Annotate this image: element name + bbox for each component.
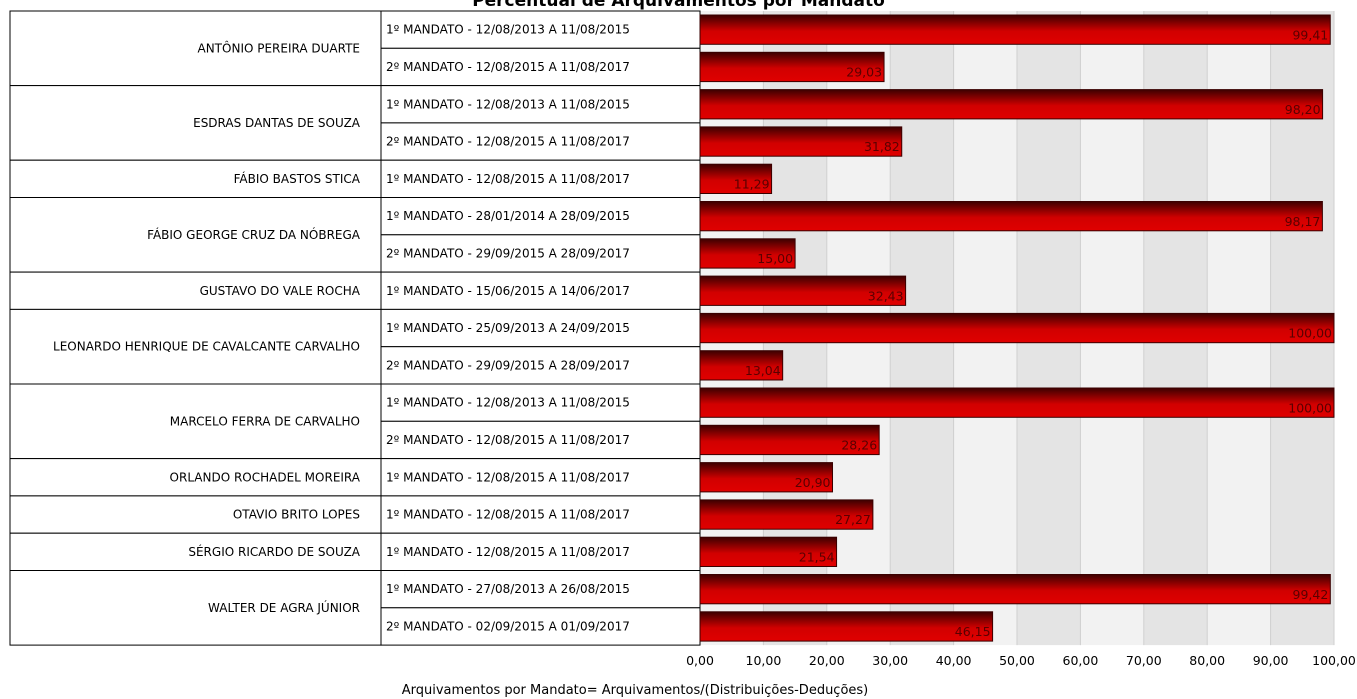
x-tick-label: 20,00 <box>809 653 845 668</box>
x-tick-label: 70,00 <box>1126 653 1162 668</box>
mandate-cell <box>380 197 701 236</box>
mandate-cell <box>380 383 701 422</box>
bar <box>699 163 773 194</box>
mandate-cell <box>380 570 701 609</box>
bar <box>699 312 1335 344</box>
x-tick-label: 0,00 <box>686 653 714 668</box>
bar <box>699 201 1323 232</box>
x-tick-label: 60,00 <box>1063 653 1099 668</box>
bar <box>699 462 834 493</box>
bar-value-label: 11,29 <box>734 177 770 192</box>
bar <box>699 611 994 642</box>
x-tick-label: 40,00 <box>936 653 972 668</box>
mandate-cell <box>380 271 701 310</box>
bar-value-label: 98,17 <box>1285 214 1321 229</box>
mandate-label: 1º MANDATO - 12/08/2015 A 11/08/2017 <box>386 470 630 484</box>
bar-value-label: 32,43 <box>868 288 904 303</box>
mandate-label: 2º MANDATO - 29/09/2015 A 28/09/2017 <box>386 246 630 260</box>
mandate-label: 1º MANDATO - 27/08/2013 A 26/08/2015 <box>386 582 630 596</box>
mandate-label: 1º MANDATO - 12/08/2013 A 11/08/2015 <box>386 97 630 111</box>
mandate-label: 2º MANDATO - 29/09/2015 A 28/09/2017 <box>386 358 630 372</box>
group-cell <box>9 532 382 572</box>
group-cell <box>9 85 382 161</box>
mandate-label: 1º MANDATO - 12/08/2015 A 11/08/2017 <box>386 545 630 559</box>
bar <box>699 89 1324 120</box>
group-cell <box>9 495 382 534</box>
bar <box>699 387 1335 418</box>
mandate-label: 1º MANDATO - 25/09/2013 A 24/09/2015 <box>386 321 630 335</box>
bar-value-label: 98,20 <box>1285 102 1321 117</box>
x-tick-label: 80,00 <box>1189 653 1225 668</box>
group-label: ESDRAS DANTAS DE SOUZA <box>193 116 361 130</box>
group-label: WALTER DE AGRA JÚNIOR <box>208 600 360 615</box>
bar <box>699 499 874 530</box>
mandate-cell <box>380 47 701 87</box>
mandate-cell <box>380 122 701 161</box>
bar-value-label: 31,82 <box>864 139 900 154</box>
group-label: ORLANDO ROCHADEL MOREIRA <box>170 470 361 484</box>
mandate-cell <box>380 308 701 348</box>
group-cell <box>9 197 382 273</box>
mandate-label: 2º MANDATO - 12/08/2015 A 11/08/2017 <box>386 433 630 447</box>
group-label: OTAVIO BRITO LOPES <box>233 508 360 522</box>
group-cell <box>9 570 382 646</box>
group-cell <box>9 271 382 310</box>
bar <box>699 126 903 157</box>
group-label: MARCELO FERRA DE CARVALHO <box>170 414 360 428</box>
chart-title: Percentual de Arquivamentos por Mandato <box>472 0 885 11</box>
mandate-label: 1º MANDATO - 12/08/2013 A 11/08/2015 <box>386 396 630 410</box>
mandate-label: 2º MANDATO - 12/08/2015 A 11/08/2017 <box>386 135 630 149</box>
x-tick-label: 10,00 <box>746 653 782 668</box>
x-axis-label: Arquivamentos por Mandato= Arquivamentos… <box>401 683 869 698</box>
mandate-label: 1º MANDATO - 12/08/2015 A 11/08/2017 <box>386 172 630 186</box>
x-tick-label: 90,00 <box>1253 653 1289 668</box>
x-tick-label: 30,00 <box>872 653 908 668</box>
bar-value-label: 27,27 <box>835 512 871 527</box>
bar-value-label: 20,90 <box>795 475 831 490</box>
group-label: LEONARDO HENRIQUE DE CAVALCANTE CARVALHO <box>53 340 360 354</box>
bar-value-label: 21,54 <box>799 550 835 565</box>
mandate-cell <box>380 420 701 460</box>
group-label: SÉRGIO RICARDO DE SOUZA <box>188 544 360 559</box>
bar <box>699 14 1331 45</box>
bar-value-label: 99,42 <box>1293 587 1329 602</box>
mandate-cell <box>380 234 701 273</box>
group-label: FÁBIO BASTOS STICA <box>234 171 361 186</box>
bar <box>699 275 907 306</box>
bar <box>699 574 1331 605</box>
group-label: ANTÔNIO PEREIRA DUARTE <box>198 40 361 55</box>
bar <box>699 238 796 269</box>
mandate-label: 2º MANDATO - 12/08/2015 A 11/08/2017 <box>386 60 630 74</box>
bar-value-label: 13,04 <box>745 363 781 378</box>
group-label: FÁBIO GEORGE CRUZ DA NÓBREGA <box>147 227 361 242</box>
bar-value-label: 99,41 <box>1292 27 1328 42</box>
bar <box>699 424 880 456</box>
bar <box>699 536 838 568</box>
mandate-cell <box>380 85 701 124</box>
bar-value-label: 46,15 <box>955 624 991 639</box>
x-tick-label: 50,00 <box>999 653 1035 668</box>
bar-value-label: 100,00 <box>1288 400 1332 415</box>
mandate-label: 1º MANDATO - 15/06/2015 A 14/06/2017 <box>386 284 630 298</box>
bar <box>699 51 885 83</box>
x-tick-label: 100,00 <box>1312 653 1356 668</box>
mandate-cell <box>380 10 701 49</box>
mandate-label: 1º MANDATO - 28/01/2014 A 28/09/2015 <box>386 209 630 223</box>
mandate-label: 1º MANDATO - 12/08/2013 A 11/08/2015 <box>386 23 630 37</box>
mandate-label: 1º MANDATO - 12/08/2015 A 11/08/2017 <box>386 508 630 522</box>
mandate-label: 2º MANDATO - 02/09/2015 A 01/09/2017 <box>386 619 630 633</box>
mandate-cell <box>380 532 701 572</box>
mandate-cell <box>380 458 701 497</box>
bar-value-label: 28,26 <box>841 438 877 453</box>
bar-value-label: 15,00 <box>757 251 793 266</box>
mandate-cell <box>380 159 701 198</box>
bar <box>699 350 784 381</box>
bar-value-label: 100,00 <box>1288 326 1332 341</box>
group-cell <box>9 159 382 198</box>
group-label: GUSTAVO DO VALE ROCHA <box>200 284 361 298</box>
bar-value-label: 29,03 <box>846 65 882 80</box>
